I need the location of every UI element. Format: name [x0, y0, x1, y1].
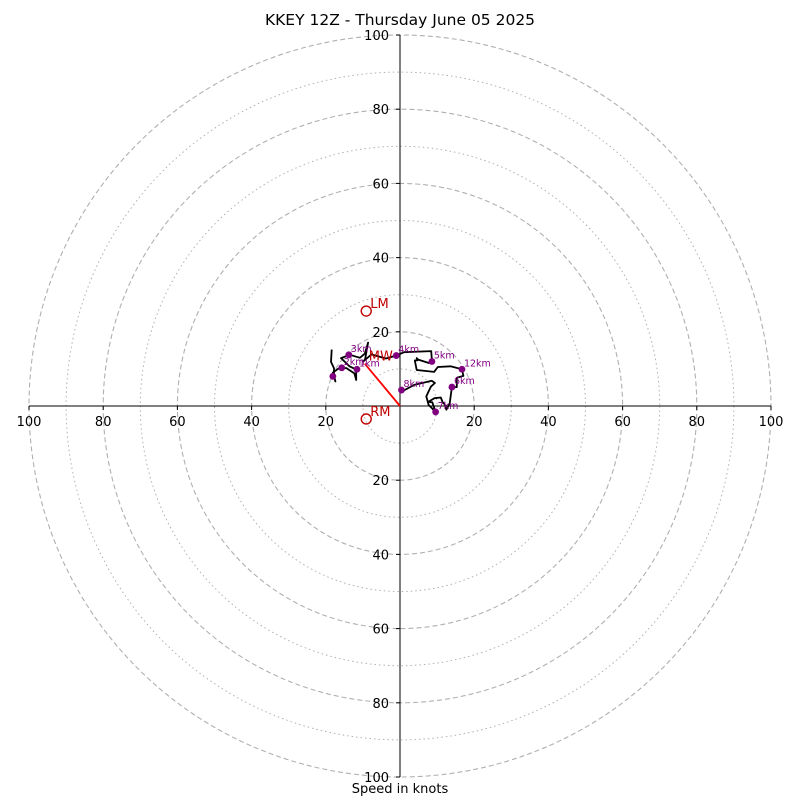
hodograph-line — [330, 341, 465, 413]
height-marker-label: 12km — [464, 358, 491, 369]
x-tick-label: 60 — [169, 415, 186, 430]
height-marker-label: 5km — [434, 350, 455, 361]
hodograph-trace — [330, 341, 465, 413]
y-tick-label: 100 — [364, 771, 389, 786]
chart-title: KKEY 12Z - Thursday June 05 2025 — [264, 11, 536, 29]
storm-motion-markers: LM MW RM — [360, 297, 393, 425]
x-tick-label: 100 — [17, 415, 42, 430]
y-tick-label: 20 — [372, 474, 389, 489]
x-tick-label: 20 — [466, 415, 483, 430]
height-marker-point — [448, 383, 456, 391]
x-tick-label: 80 — [95, 415, 112, 430]
height-marker-point — [428, 358, 436, 365]
x-tick-label: 60 — [614, 415, 631, 430]
y-tick-label: 80 — [372, 103, 389, 118]
height-marker-label: 7km — [438, 401, 459, 412]
x-tick-label: 40 — [243, 415, 260, 430]
x-tick-label: 80 — [689, 415, 706, 430]
x-axis-label: Speed in knots — [351, 782, 449, 797]
x-tick-label: 100 — [759, 415, 784, 430]
y-tick-label: 20 — [372, 326, 389, 341]
height-marker-label: 2km — [344, 357, 365, 368]
height-marker-point — [353, 365, 361, 373]
y-tick-label: 40 — [372, 252, 389, 267]
storm-motion-label: RM — [370, 405, 390, 420]
y-tick-label: 60 — [372, 623, 389, 638]
height-marker-point — [345, 351, 353, 359]
height-marker-point — [392, 352, 400, 359]
x-tick-label: 20 — [318, 415, 335, 430]
height-marker-label: 1km — [359, 358, 380, 369]
tick-labels: 100 80 60 40 20 20 40 60 80 100 100 80 60 40 20 20 40 60 8… — [17, 29, 784, 786]
y-tick-label: 100 — [364, 29, 389, 44]
storm-motion-circle — [360, 305, 372, 317]
y-tick-label: 60 — [372, 177, 389, 192]
height-marker-point — [458, 365, 466, 373]
height-marker-point — [398, 386, 405, 394]
height-marker-label: 6km — [454, 376, 475, 387]
storm-motion-label: MW — [369, 350, 393, 365]
storm-motion-label: LM — [370, 297, 388, 312]
height-marker-point — [338, 364, 346, 372]
y-tick-label: 80 — [372, 697, 389, 712]
height-marker-label: 3km — [351, 344, 372, 355]
mean-wind-vector — [364, 363, 401, 407]
storm-motion-circle — [360, 413, 372, 425]
height-marker-label: 8km — [403, 379, 424, 390]
height-marker-label: 4km — [398, 345, 419, 356]
y-tick-label: 40 — [372, 548, 389, 563]
x-tick-label: 40 — [540, 415, 557, 430]
mean-wind-line — [364, 363, 401, 407]
height-marker-point — [432, 408, 440, 416]
height-marker-point — [329, 372, 337, 380]
